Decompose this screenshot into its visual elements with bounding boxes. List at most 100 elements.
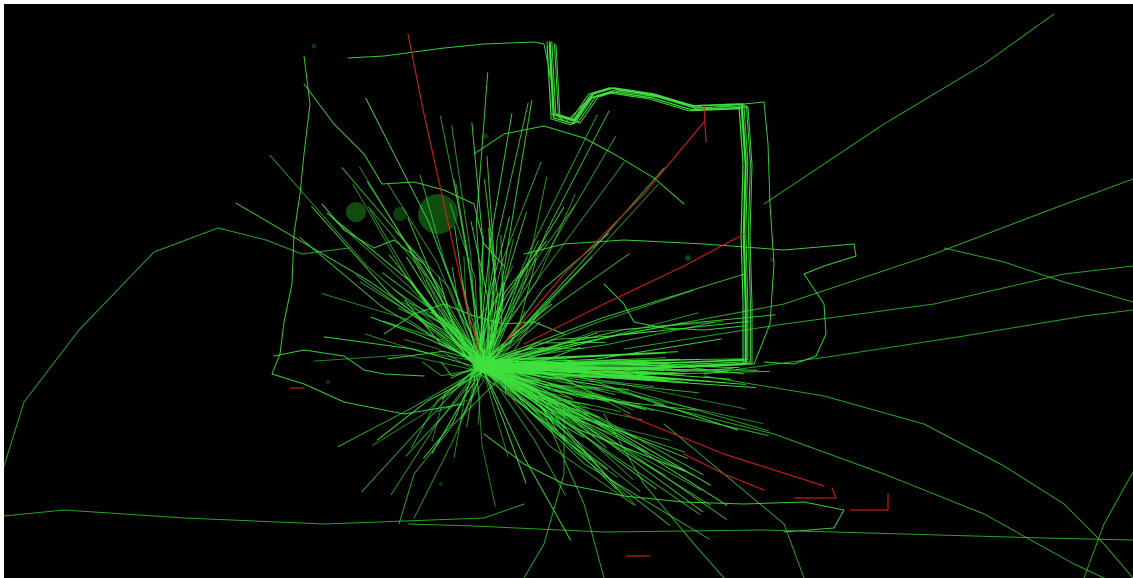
radial-track xyxy=(477,360,592,406)
radial-track xyxy=(365,97,483,366)
map-canvas[interactable] xyxy=(4,4,1133,578)
track-loop xyxy=(483,433,845,533)
radial-track xyxy=(269,155,488,371)
track-line xyxy=(943,247,1133,303)
track-marker xyxy=(418,194,458,234)
highlight-track xyxy=(831,487,837,499)
track-marker xyxy=(393,207,407,221)
track-marker xyxy=(439,482,443,486)
patrol-track xyxy=(485,43,751,369)
radial-track xyxy=(474,366,711,506)
radial-track xyxy=(488,366,769,432)
radial-track xyxy=(482,368,509,458)
radial-track xyxy=(481,365,527,484)
track-line xyxy=(4,227,350,467)
radial-track xyxy=(481,363,566,496)
bundle-track xyxy=(481,371,711,382)
track-line xyxy=(407,523,1133,541)
track-plot xyxy=(4,13,1133,578)
radial-track-layer xyxy=(235,72,776,541)
bundle-track xyxy=(481,367,758,371)
radial-track xyxy=(485,369,710,540)
radial-track xyxy=(486,367,711,486)
radial-track xyxy=(313,354,479,372)
radial-track xyxy=(475,363,618,478)
radial-track xyxy=(376,369,487,441)
highlight-track xyxy=(523,233,745,345)
track-marker xyxy=(326,380,330,384)
track-line xyxy=(4,503,525,525)
radial-track xyxy=(478,262,529,363)
radial-track xyxy=(407,278,475,367)
radial-track xyxy=(477,303,553,367)
radial-track xyxy=(431,364,484,442)
radial-track xyxy=(478,370,565,429)
radial-track xyxy=(337,364,487,447)
track-loop xyxy=(271,55,465,415)
track-marker xyxy=(346,202,366,222)
radial-track xyxy=(474,369,608,470)
track-line xyxy=(653,403,1105,578)
radial-track xyxy=(478,362,686,453)
track-loop xyxy=(603,283,745,331)
radial-track xyxy=(483,366,727,520)
radial-track xyxy=(488,183,659,365)
bundle-track xyxy=(481,353,658,363)
radial-track xyxy=(323,336,479,369)
track-loop xyxy=(273,349,425,377)
radial-track xyxy=(235,202,485,364)
radial-track xyxy=(484,369,702,491)
track-marker xyxy=(311,43,317,49)
radial-track xyxy=(485,362,671,526)
radial-track xyxy=(405,363,486,457)
radial-track xyxy=(413,362,488,519)
radial-track xyxy=(387,182,482,368)
bundle-track xyxy=(481,369,756,388)
bundle-track xyxy=(481,351,679,361)
bundle-track xyxy=(481,368,682,375)
track-line xyxy=(523,403,565,578)
radial-track xyxy=(382,320,479,367)
highlight-track xyxy=(407,33,481,355)
track-line xyxy=(763,13,1055,205)
highlight-track xyxy=(683,453,765,491)
track-line xyxy=(623,265,1133,350)
radial-track xyxy=(476,314,776,365)
radial-track xyxy=(483,321,715,364)
radial-track xyxy=(439,115,482,371)
radial-track xyxy=(486,240,547,366)
track-loop xyxy=(473,125,685,205)
radial-track xyxy=(453,179,487,371)
radial-track xyxy=(480,289,694,367)
track-line xyxy=(663,423,805,578)
radial-track xyxy=(372,366,478,446)
track-line xyxy=(703,309,1133,375)
highlight-track xyxy=(623,413,825,487)
radial-track xyxy=(404,299,490,368)
radial-track xyxy=(411,366,482,448)
radial-track xyxy=(489,366,685,472)
radial-track xyxy=(367,206,476,365)
radial-track xyxy=(407,245,489,370)
radial-track xyxy=(436,364,478,412)
radial-track xyxy=(361,362,481,493)
radial-track xyxy=(485,216,510,369)
track-loop xyxy=(303,83,505,267)
radial-track xyxy=(419,174,483,364)
radial-track xyxy=(364,333,486,364)
radial-track xyxy=(449,330,483,370)
bundle-track xyxy=(481,360,685,375)
radial-track xyxy=(475,72,489,362)
radial-track xyxy=(406,256,485,365)
track-line xyxy=(703,375,1133,578)
radial-track xyxy=(478,136,616,363)
radial-track xyxy=(481,365,571,541)
radial-track xyxy=(478,219,490,367)
bundle-track xyxy=(481,362,658,368)
track-line xyxy=(1083,471,1133,578)
track-loop xyxy=(523,239,857,365)
track-marker xyxy=(685,255,691,261)
radial-track xyxy=(449,203,480,370)
radial-track xyxy=(476,368,496,507)
